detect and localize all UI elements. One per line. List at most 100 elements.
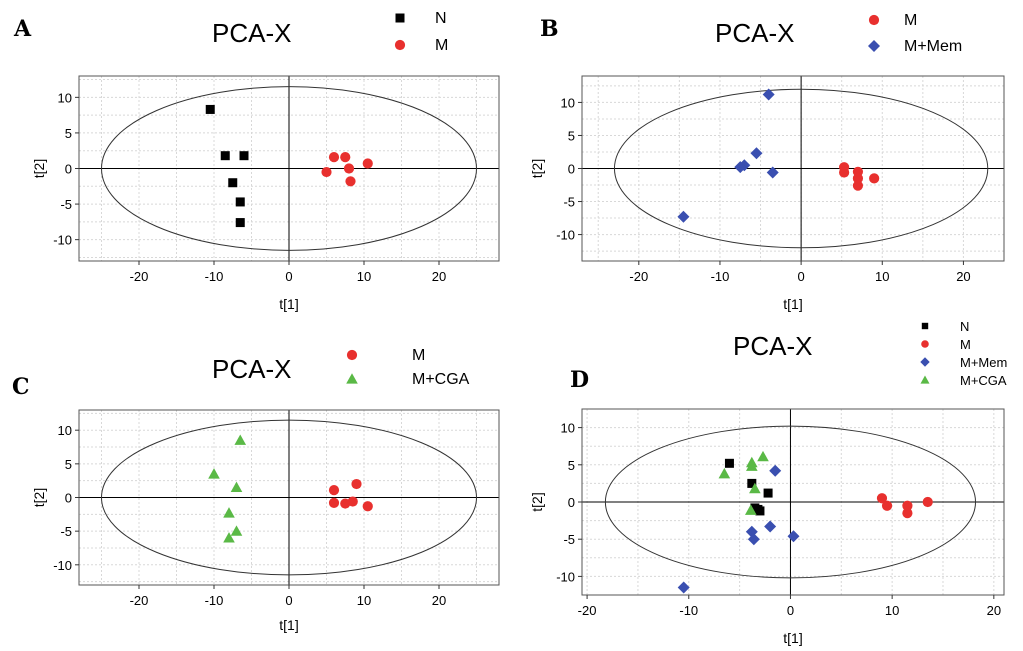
panel-d-x-tick-label: -20	[578, 603, 597, 618]
panel-d-point-m-plus-cga	[746, 460, 758, 471]
panel-c: C PCA-X M M+CGA -20 -10 0 10 20 10 5 0 -5 -10 t[1] t[2]	[12, 347, 500, 633]
panel-a-title: PCA-X	[212, 18, 291, 48]
panel-a-point-n	[239, 151, 249, 161]
panel-d-letter: D	[570, 367, 589, 393]
panel-a-y-tick-label: 0	[65, 162, 72, 177]
panel-c-point-m-plus-cga	[208, 468, 220, 479]
panel-c-point-m	[328, 497, 340, 508]
panel-b-y-axis-label: t[2]	[529, 159, 545, 178]
panel-d-point-m-plus-mem	[787, 530, 800, 543]
panel-a-y-tick-label: -10	[53, 233, 72, 248]
panel-a-y-axis-label: t[2]	[31, 159, 47, 178]
panel-d-point-m-plus-cga	[718, 467, 731, 479]
panel-d-legend-label-m: M	[960, 337, 971, 352]
panel-a-point-n	[220, 151, 230, 161]
panel-c-legend-marker-m-plus-cga	[346, 373, 358, 384]
panel-d-point-m-plus-mem	[747, 533, 760, 546]
panel-b-point-m-plus-mem	[734, 161, 747, 174]
panel-d-y-tick-label: 0	[568, 495, 575, 510]
panel-c-point-m	[362, 501, 373, 512]
panel-a-x-tick-label: -10	[205, 269, 224, 284]
panel-b-y-tick-label: 0	[568, 162, 575, 177]
panel-c-x-tick-label: 20	[432, 593, 446, 608]
panel-b-point-m	[852, 173, 864, 184]
panel-b-point-m-plus-mem	[677, 210, 690, 223]
panel-b-y-tick-label: 5	[568, 128, 575, 143]
panel-a-legend: NM	[394, 10, 448, 54]
panel-a-legend-marker-n	[395, 13, 405, 23]
panel-b-point-m	[869, 173, 880, 184]
panel-b-legend-label-m: M	[904, 12, 917, 29]
panel-c-point-m	[328, 484, 340, 496]
panel-b-x-tick-label: -10	[711, 269, 730, 284]
panel-c-y-tick-label: 10	[58, 423, 72, 438]
panel-d-point-m-plus-mem	[769, 464, 782, 477]
panel-c-point-m	[351, 478, 362, 490]
panel-c-confidence-ellipse	[101, 419, 477, 576]
panel-b-legend-label-m-plus-mem: M+Mem	[904, 38, 962, 55]
panel-a-legend-label-n: N	[435, 10, 447, 27]
panel-a-series-m	[321, 152, 373, 187]
panel-a-legend-marker-m	[394, 39, 406, 51]
panel-d-point-n	[724, 458, 734, 468]
panel-a-x-tick-label: 0	[285, 269, 292, 284]
panel-c-point-m-plus-cga	[223, 507, 235, 518]
panel-d-title: PCA-X	[733, 331, 812, 361]
panel-b-y-tick-label: -10	[556, 228, 575, 243]
panel-a-x-axis-label: t[1]	[279, 296, 298, 312]
panel-b-point-m	[839, 167, 850, 178]
panel-b-series-m-plus-mem	[677, 88, 779, 223]
panel-c-y-tick-label: 0	[65, 491, 72, 506]
panel-c-x-tick-label: -20	[130, 593, 149, 608]
panel-c-x-tick-label: 10	[357, 593, 371, 608]
panel-d-legend-label-m-plus-mem: M+Mem	[960, 355, 1007, 370]
panel-c-y-tick-label: 5	[65, 457, 72, 472]
panel-d-point-m	[876, 493, 888, 504]
panel-d-legend: NM M+Mem M+CGA	[920, 319, 1007, 388]
panel-d-legend-label-n: N	[960, 319, 969, 334]
panel-c-title: PCA-X	[212, 354, 291, 384]
panel-b-point-m-plus-mem	[762, 88, 775, 101]
panel-c-y-tick-label: -10	[53, 558, 72, 573]
panel-c-series-m	[328, 478, 373, 512]
panel-b-legend: M M+Mem	[868, 12, 962, 55]
panel-d-series-m-plus-mem	[677, 464, 800, 594]
panel-d-legend-label-m-plus-cga: M+CGA	[960, 373, 1007, 388]
panel-d-series-m	[876, 493, 933, 519]
panel-b-legend-marker-m	[868, 14, 880, 26]
panel-d-point-n	[755, 506, 765, 516]
panel-d-y-tick-label: 10	[561, 421, 575, 436]
panel-d-legend-marker-n	[921, 322, 929, 330]
panel-c-y-tick-label: -5	[60, 524, 72, 539]
panel-b-x-tick-label: 0	[797, 269, 804, 284]
panel-d-point-m-plus-mem	[764, 520, 777, 533]
panel-c-legend-marker-m	[346, 349, 358, 361]
panel-d-point-n	[763, 488, 773, 498]
panel-c-x-tick-label: -10	[205, 593, 224, 608]
panel-b: B PCA-X M M+Mem -20 -10 0 10 20 10 5 0 -5 -10 t[1] t[2]	[529, 12, 1005, 312]
panel-c-legend-label-m-plus-cga: M+CGA	[412, 371, 470, 388]
panel-d-x-tick-label: 0	[787, 603, 794, 618]
panel-d: D PCA-X NM M+Mem M+CGA -20 -10 0 10 20 10 5 0 -5 -10 t[…	[529, 319, 1007, 646]
panel-d-point-m	[881, 500, 893, 511]
panel-d-point-m-plus-cga	[745, 504, 757, 515]
panel-d-x-tick-label: 10	[885, 603, 899, 618]
panel-a-y-tick-label: 10	[58, 90, 72, 105]
panel-b-x-tick-label: -20	[629, 269, 648, 284]
panel-d-y-tick-label: -10	[556, 569, 575, 584]
panel-b-point-m	[852, 180, 864, 191]
panel-d-point-m	[902, 500, 913, 511]
panel-c-point-m-plus-cga	[234, 434, 247, 445]
panel-b-title: PCA-X	[715, 18, 794, 48]
panel-d-x-tick-label: 20	[987, 603, 1001, 618]
panel-b-point-m-plus-mem	[750, 147, 763, 160]
panel-b-confidence-ellipse	[613, 88, 989, 249]
panel-a-series-n	[205, 104, 249, 228]
panel-b-x-tick-label: 20	[956, 269, 970, 284]
panel-a-legend-label-m: M	[435, 37, 448, 54]
panel-c-x-axis-label: t[1]	[279, 617, 298, 633]
panel-c-point-m-plus-cga	[230, 481, 243, 493]
panel-b-letter: B	[540, 16, 559, 42]
panel-c-letter: C	[12, 374, 30, 400]
panel-a-point-m	[345, 176, 356, 187]
